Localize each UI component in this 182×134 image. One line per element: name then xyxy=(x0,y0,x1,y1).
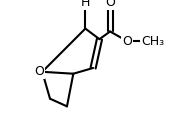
Text: O: O xyxy=(35,65,45,78)
Text: CH₃: CH₃ xyxy=(141,35,164,48)
Text: O: O xyxy=(122,35,132,48)
Text: O: O xyxy=(105,0,115,9)
Text: H: H xyxy=(81,0,90,9)
